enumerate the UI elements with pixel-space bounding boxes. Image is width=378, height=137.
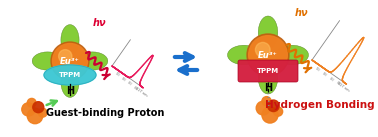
Text: 590: 590 (120, 76, 127, 82)
Circle shape (268, 100, 279, 112)
Text: 570: 570 (114, 72, 120, 78)
Text: TPPM: TPPM (59, 72, 81, 78)
Text: 617 nm: 617 nm (135, 87, 148, 98)
Text: TPPM: TPPM (257, 68, 279, 74)
Circle shape (27, 108, 43, 124)
Circle shape (256, 42, 270, 57)
Text: 610: 610 (328, 76, 335, 82)
Text: 570: 570 (314, 66, 321, 73)
Text: hν: hν (295, 8, 309, 18)
Ellipse shape (77, 52, 108, 70)
Circle shape (247, 34, 289, 76)
FancyBboxPatch shape (238, 60, 298, 82)
Circle shape (53, 44, 87, 79)
Circle shape (59, 50, 72, 63)
Ellipse shape (61, 67, 79, 97)
Circle shape (256, 101, 270, 115)
Circle shape (273, 107, 283, 116)
Text: Eu³⁺: Eu³⁺ (60, 56, 80, 65)
Text: H: H (66, 86, 74, 96)
Text: 630: 630 (335, 81, 342, 87)
Text: hν: hν (93, 18, 107, 28)
Text: 630: 630 (133, 85, 139, 91)
Ellipse shape (44, 65, 96, 85)
Text: Hydrogen Bonding: Hydrogen Bonding (265, 100, 375, 110)
Text: 590: 590 (321, 71, 328, 77)
Ellipse shape (32, 52, 63, 70)
Ellipse shape (258, 16, 278, 49)
Ellipse shape (61, 25, 79, 55)
Text: 617 nm: 617 nm (336, 82, 350, 93)
Circle shape (38, 108, 47, 117)
Text: H: H (264, 83, 272, 93)
Circle shape (51, 42, 89, 80)
Text: Eu³⁺: Eu³⁺ (258, 51, 278, 59)
Circle shape (27, 98, 36, 107)
Circle shape (262, 107, 278, 123)
Circle shape (249, 36, 287, 74)
Text: 610: 610 (126, 81, 133, 87)
Circle shape (22, 103, 35, 116)
Circle shape (33, 102, 44, 113)
Circle shape (262, 97, 271, 106)
Ellipse shape (258, 61, 278, 94)
Ellipse shape (276, 45, 308, 65)
Ellipse shape (228, 45, 260, 65)
Text: Guest-binding Proton: Guest-binding Proton (46, 108, 164, 118)
